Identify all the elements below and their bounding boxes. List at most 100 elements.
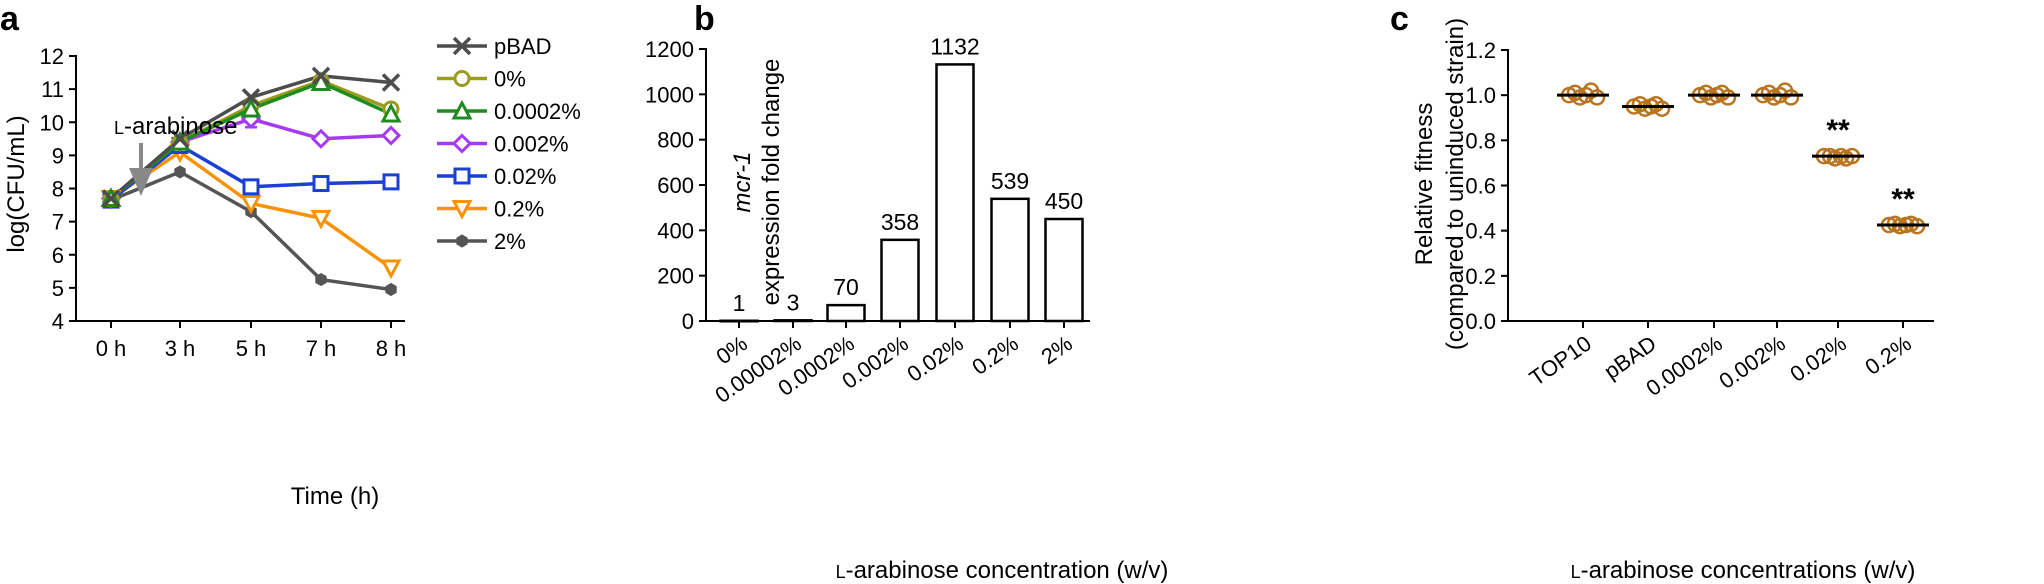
fitness-point-0.0002% <box>1697 84 1715 102</box>
panel-b-y-tick-label: 800 <box>657 128 694 153</box>
legend-label: pBAD <box>494 34 551 59</box>
arabinose-annotation: L-arabinose <box>114 113 237 140</box>
panel-b-bar-chart: 0200400600800100012000%0.00002%0.0002%0.… <box>645 33 1168 584</box>
bar-value-label: 539 <box>991 168 1029 194</box>
series-point-pBAD-stroke <box>381 73 401 92</box>
series-point-pBAD-stroke <box>170 129 190 149</box>
panel-a-y-tick-label: 10 <box>40 110 64 135</box>
panel-c-y-tick-label: 1.2 <box>1465 38 1496 63</box>
panel-c-y-tick-label: 0.8 <box>1465 128 1496 153</box>
bar-value-label: 3 <box>787 289 800 315</box>
series-point-2% <box>315 273 327 287</box>
panel-b-x-axis-title-smallcap: L <box>836 562 846 582</box>
bar-0.0002% <box>826 303 866 323</box>
panel-a-x-tick-label: 8 h <box>376 336 407 361</box>
series-point-pBAD <box>381 73 401 92</box>
bar-value-label: 450 <box>1045 188 1083 214</box>
fitness-point-pBAD <box>1653 100 1671 117</box>
panel-a-y-tick-label: 9 <box>52 143 64 168</box>
panel-a-y-tick-label: 11 <box>41 77 64 102</box>
bar-0.002% <box>880 238 920 323</box>
panel-a-x-tick-label: 7 h <box>306 336 337 361</box>
panel-b-y-tick-label: 200 <box>657 264 694 289</box>
panel-b-y-axis-title-gene: mcr-1 <box>729 152 756 213</box>
series-point-pBAD <box>170 129 190 149</box>
arabinose-annotation-rest: -arabinose <box>124 113 237 140</box>
series-point-0.002% <box>380 125 402 146</box>
series-point-0.02% <box>312 175 330 193</box>
fitness-point-0.0002% <box>1719 89 1737 106</box>
panel-b-x-tick-label: 2% <box>1036 331 1076 370</box>
panel-c-x-axis-title-rest: -arabinose concentrations (w/v) <box>1581 557 1916 584</box>
series-point-0.2% <box>310 209 332 230</box>
panel-a-y-axis-title: log(CFU/mL) <box>3 115 30 252</box>
panel-b-x-tick-label: 0.2% <box>967 331 1022 380</box>
panel-c-x-tick-label: 0.2% <box>1860 331 1915 380</box>
panel-a-x-tick-label: 5 h <box>236 336 267 361</box>
bar-value-label: 70 <box>833 274 859 300</box>
legend-marker-2% <box>456 234 468 248</box>
panel-a-y-tick-label: 7 <box>52 210 64 235</box>
panel-c-x-tick-label: 0.002% <box>1714 331 1789 394</box>
series-point-0.0002% <box>240 97 262 118</box>
panel-b-y-tick-label: 0 <box>682 309 694 334</box>
bar-0.02% <box>935 63 975 323</box>
panel-c-points: ** ** <box>1557 82 1929 235</box>
legend-marker-0.0002% <box>451 99 473 120</box>
panel-c-y-tick-label: 0.4 <box>1465 219 1496 244</box>
panel-b-x-tick-label: 0.02% <box>902 331 967 387</box>
legend-label: 0.02% <box>494 164 556 189</box>
panel-b-y-tick-label: 1200 <box>645 37 694 62</box>
panel-b-x-axis-title-rest: -arabinose concentration (w/v) <box>846 557 1169 584</box>
panel-c-x-tick-label: 0.02% <box>1785 331 1850 387</box>
panel-a-x-axis-title: Time (h) <box>291 483 379 510</box>
panel-c-y-tick-label: 0.2 <box>1465 264 1496 289</box>
series-point-0.2% <box>380 259 402 280</box>
legend-marker-0.02% <box>453 167 471 185</box>
legend-marker-0.002% <box>451 133 473 154</box>
panel-b-y-axis-title: expression fold change <box>758 59 785 306</box>
panel-c-x-axis-title: L-arabinose concentrations (w/v) <box>1571 557 1916 584</box>
bar-value-label: 358 <box>881 209 919 235</box>
fitness-point-pBAD <box>1631 95 1649 113</box>
legend-marker-pBAD-stroke <box>452 36 472 56</box>
bar-0.2% <box>990 197 1030 323</box>
series-point-pBAD-stroke <box>241 88 261 107</box>
legend-label: 2% <box>494 229 526 254</box>
panel-a-y-tick-label: 6 <box>52 243 64 268</box>
fitness-point-0.002% <box>1782 89 1800 106</box>
significance-marker: ** <box>1891 183 1915 216</box>
legend-label: 0.2% <box>494 197 544 222</box>
series-point-2% <box>174 165 186 179</box>
panel-c-y-axis-title: Relative fitness <box>1411 103 1438 266</box>
panel-letter-a: a <box>0 0 20 38</box>
panel-a-x-tick-label: 0 h <box>96 336 127 361</box>
bar-2% <box>1044 217 1084 323</box>
panel-c-x-tick-label: 0.0002% <box>1641 331 1726 401</box>
panel-c-y-tick-label: 0.6 <box>1465 174 1496 199</box>
fitness-point-0.002% <box>1760 84 1778 102</box>
panel-a-line-chart: 4 5 6 7 8 9 10 11 12 0 h 3 h 5 h 7 h 8 h pBAD 0% 0.0002… <box>3 34 581 510</box>
series-point-pBAD <box>101 189 121 208</box>
bar-0.00002% <box>773 319 813 323</box>
panel-a-series <box>100 66 402 297</box>
bar-0% <box>719 319 759 323</box>
legend-marker-pBAD <box>452 36 472 56</box>
legend-marker-0% <box>453 70 471 87</box>
series-point-pBAD-stroke <box>101 189 121 208</box>
panel-a-y-tick-label: 12 <box>40 44 64 69</box>
series-point-0.002% <box>310 128 332 149</box>
panel-a-y-tick-label: 4 <box>52 309 64 334</box>
fitness-point-TOP10 <box>1588 89 1606 106</box>
panel-b-y-tick-label: 400 <box>657 218 694 243</box>
panel-a-axes: 4 5 6 7 8 9 10 11 12 0 h 3 h 5 h 7 h 8 h <box>40 44 407 361</box>
arabinose-arrow-head <box>129 168 153 196</box>
legend-label: 0.0002% <box>494 99 581 124</box>
legend-label: 0% <box>494 67 526 92</box>
significance-marker: ** <box>1826 114 1850 147</box>
panel-a-legend: pBAD 0% 0.0002% 0.002% 0.02% 0.2% 2% <box>437 34 581 254</box>
arabinose-annotation-smallcap: L <box>114 118 124 138</box>
series-point-0.2% <box>240 194 262 215</box>
panel-letter-b: b <box>694 0 715 38</box>
